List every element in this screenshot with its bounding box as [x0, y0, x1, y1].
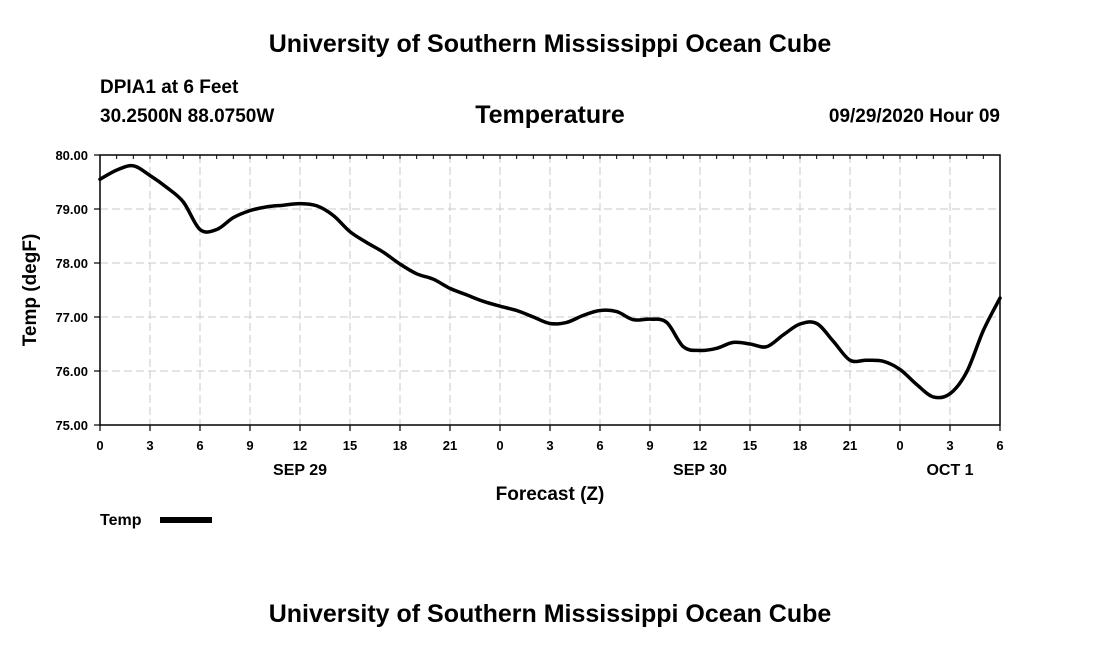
x-tick-labels: 0 3 6 9 12 15 18 21 0 3 6 9 12 15 18 21 0 3 6 [96, 438, 1003, 453]
legend-label: Temp [100, 512, 142, 529]
chart-title: Temperature [475, 101, 625, 129]
x-tick-label: 6 [196, 438, 203, 453]
date-label: SEP 30 [673, 462, 727, 479]
legend: Temp [100, 512, 212, 529]
grid-lines [100, 155, 1000, 425]
x-tick-label: 21 [843, 438, 857, 453]
y-tick-labels: 75.00 76.00 77.00 78.00 79.00 80.00 [55, 148, 88, 433]
x-tick-label: 0 [496, 438, 503, 453]
date-label: SEP 29 [273, 462, 327, 479]
x-tick-label: 9 [646, 438, 653, 453]
y-tick-label: 75.00 [55, 418, 88, 433]
x-tick-label: 18 [793, 438, 807, 453]
x-tick-label: 9 [246, 438, 253, 453]
y-tick-label: 78.00 [55, 256, 88, 271]
top-title: University of Southern Mississippi Ocean… [268, 30, 832, 58]
x-tick-label: 18 [393, 438, 407, 453]
x-tick-label: 3 [146, 438, 153, 453]
date-label: OCT 1 [926, 462, 973, 479]
x-tick-label: 12 [293, 438, 307, 453]
x-tick-label: 0 [896, 438, 903, 453]
y-tick-label: 77.00 [55, 310, 88, 325]
x-axis-label: Forecast (Z) [496, 484, 605, 505]
x-tick-label: 21 [443, 438, 457, 453]
y-tick-label: 80.00 [55, 148, 88, 163]
temp-series-line [98, 163, 1002, 400]
x-tick-label: 15 [743, 438, 757, 453]
station-coords: 30.2500N 88.0750W [100, 106, 275, 127]
x-tick-label: 3 [946, 438, 953, 453]
x-tick-label: 3 [546, 438, 553, 453]
axis-ticks [94, 154, 1001, 431]
x-tick-label: 0 [96, 438, 103, 453]
x-tick-label: 12 [693, 438, 707, 453]
x-tick-label: 6 [996, 438, 1003, 453]
x-tick-label: 15 [343, 438, 357, 453]
date-labels: SEP 29 SEP 30 OCT 1 [273, 462, 974, 479]
bottom-title: University of Southern Mississippi Ocean… [268, 600, 832, 628]
station-label: DPIA1 at 6 Feet [100, 77, 239, 98]
x-tick-label: 6 [596, 438, 603, 453]
y-axis-label: Temp (degF) [20, 234, 41, 347]
y-tick-label: 76.00 [55, 364, 88, 379]
y-tick-label: 79.00 [55, 202, 88, 217]
forecast-datetime: 09/29/2020 Hour 09 [828, 106, 1000, 127]
